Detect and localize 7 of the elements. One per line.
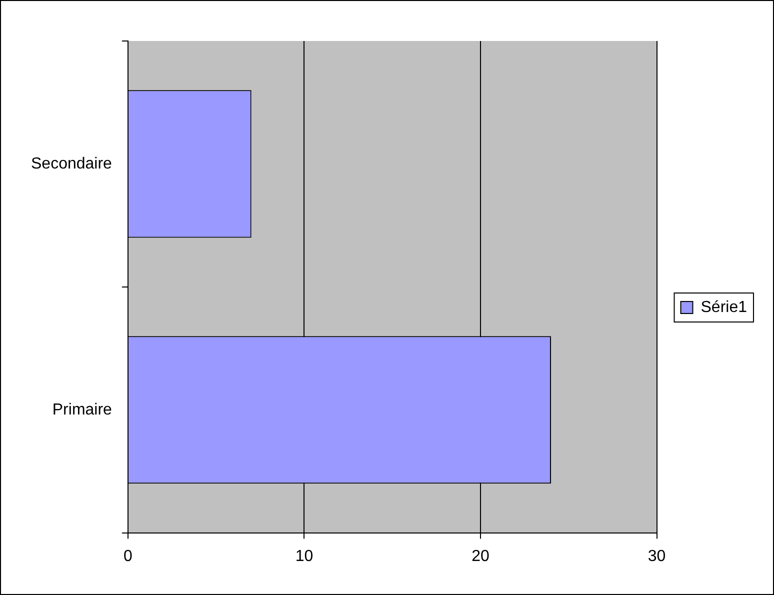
y-tick-label: Primaire bbox=[52, 401, 112, 418]
y-tick-label: Secondaire bbox=[30, 155, 112, 172]
x-tick-label: 30 bbox=[648, 548, 666, 565]
legend-label: Série1 bbox=[700, 298, 748, 316]
x-tick-label: 20 bbox=[472, 548, 490, 565]
x-tick-label: 10 bbox=[295, 548, 314, 565]
x-tick-label: 0 bbox=[123, 548, 132, 565]
